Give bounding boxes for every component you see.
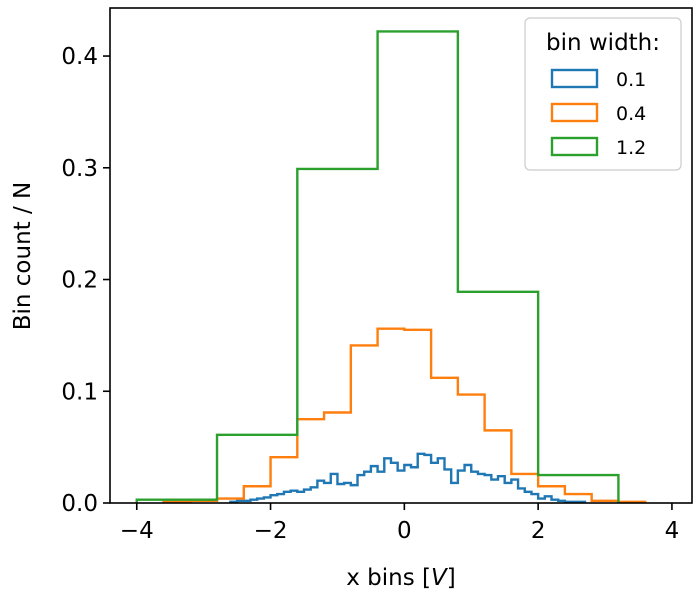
- x-ticks: −4 −2 0 2 4: [120, 503, 679, 544]
- y-tick-label: 0.1: [61, 379, 98, 405]
- legend-box: [524, 17, 682, 171]
- x-tick-label: 2: [531, 518, 546, 544]
- legend-label-0-1: 0.1: [616, 69, 646, 91]
- x-tick-label: −2: [254, 518, 288, 544]
- legend-swatch-1-2: [550, 136, 599, 157]
- series-step-0-1: [229, 452, 587, 503]
- legend-label-1-2: 1.2: [616, 137, 646, 159]
- y-axis-label: Bin count / N: [10, 182, 36, 331]
- legend-swatch-0-4: [550, 102, 599, 123]
- x-tick-label: −4: [120, 518, 154, 544]
- legend-swatch-0-1: [550, 68, 599, 89]
- y-tick-label: 0.4: [61, 44, 98, 70]
- series-step-0-4: [162, 327, 647, 503]
- x-tick-label: 4: [665, 518, 680, 544]
- legend: bin width: 0.1 0.4 1.2: [524, 17, 682, 171]
- y-tick-label: 0.2: [61, 268, 98, 294]
- x-axis-label: x bins [V]: [346, 565, 455, 591]
- y-tick-label: 0.3: [61, 156, 98, 182]
- axes-frame: [109, 7, 693, 504]
- series-layer: [135, 30, 647, 503]
- series-step-1-2: [135, 30, 620, 503]
- legend-label-0-4: 0.4: [616, 103, 646, 125]
- legend-title: bin width:: [546, 30, 660, 56]
- y-tick-label: 0.0: [61, 491, 98, 517]
- x-tick-label: 0: [397, 518, 412, 544]
- y-ticks: 0.0 0.1 0.2 0.3 0.4: [61, 44, 110, 517]
